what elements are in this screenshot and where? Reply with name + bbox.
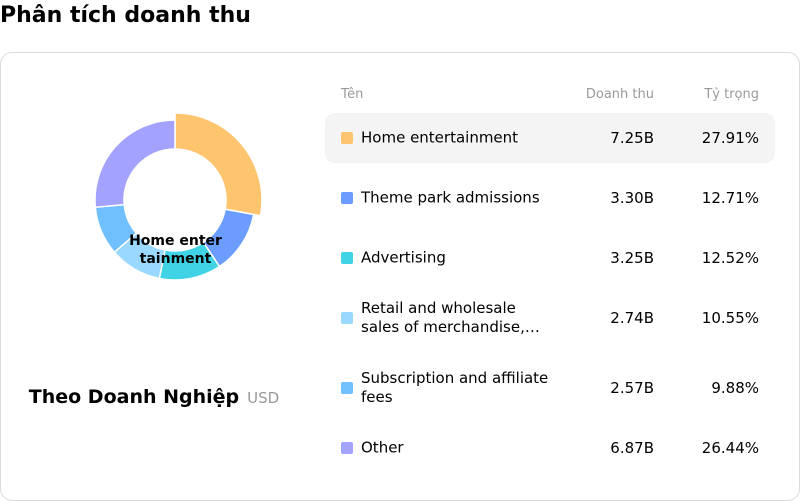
row-revenue: 3.25B [610,249,654,267]
table-row[interactable]: Retail and wholesale sales of merchandis… [325,283,775,353]
legend-swatch [341,312,353,324]
donut-center-label: Home entertainment [129,233,222,267]
donut-svg [94,112,263,281]
row-share: 10.55% [701,309,759,327]
legend-swatch [341,442,353,454]
table-row[interactable]: Home entertainment 7.25B 27.91% [325,113,775,163]
header-revenue: Doanh thu [585,87,654,102]
segment-title: Theo Doanh Nghiệp [28,386,240,408]
row-name: Theme park admissions [361,188,540,207]
row-revenue: 6.87B [610,439,654,457]
row-revenue: 3.30B [610,189,654,207]
table-row[interactable]: Theme park admissions 3.30B 12.71% [325,163,775,233]
table-row[interactable]: Advertising 3.25B 12.52% [325,233,775,283]
row-name: Home entertainment [361,128,519,147]
donut-chart[interactable] [80,105,280,305]
legend-swatch [341,192,353,204]
row-revenue: 7.25B [610,129,654,147]
segment-label: Theo Doanh Nghiệp USD [0,386,308,408]
page-title: Phân tích doanh thu [0,3,251,28]
table-row[interactable]: Subscription and affiliate fees 2.57B 9.88… [325,353,775,423]
donut-slice[interactable] [174,112,263,217]
revenue-table: Tên Doanh thu Tỷ trọng Home entertainmen… [325,80,775,473]
row-share: 12.52% [701,249,759,267]
header-name: Tên [341,87,364,102]
legend-swatch [341,382,353,394]
legend-swatch [341,252,353,264]
row-revenue: 2.57B [610,379,654,397]
table-row[interactable]: Other 6.87B 26.44% [325,423,775,473]
currency-unit: USD [247,389,280,407]
table-body: Home entertainment 7.25B 27.91% Theme park … [325,113,775,473]
legend-swatch [341,132,353,144]
row-name: Advertising [361,248,446,267]
row-share: 26.44% [701,439,759,457]
header-share: Tỷ trọng [704,87,759,102]
row-name: Other [361,438,404,457]
row-share: 27.91% [701,129,759,147]
row-revenue: 2.74B [610,309,654,327]
row-name: Subscription and affiliate fees [361,369,549,406]
row-share: 9.88% [711,379,759,397]
donut-slice[interactable] [94,119,176,209]
row-share: 12.71% [701,189,759,207]
table-header: Tên Doanh thu Tỷ trọng [325,80,775,112]
row-name: Retail and wholesale sales of merchandis… [361,299,525,336]
